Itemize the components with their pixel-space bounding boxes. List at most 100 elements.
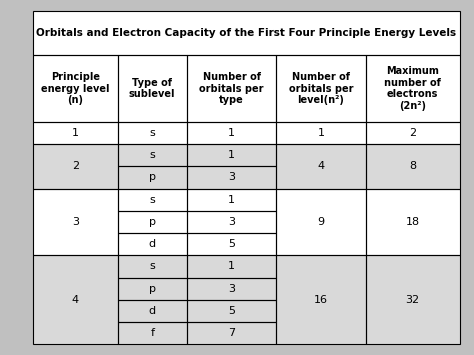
Bar bbox=[187, 255, 276, 278]
Text: s: s bbox=[149, 150, 155, 160]
Bar bbox=[118, 278, 187, 300]
Bar bbox=[118, 322, 187, 344]
Bar bbox=[187, 189, 276, 211]
Text: Maximum
number of
electrons
(2n²): Maximum number of electrons (2n²) bbox=[384, 66, 441, 111]
Bar bbox=[187, 211, 276, 233]
Bar bbox=[187, 122, 276, 144]
Text: 3: 3 bbox=[228, 284, 235, 294]
Text: p: p bbox=[149, 173, 156, 182]
Text: Number of
orbitals per
type: Number of orbitals per type bbox=[200, 72, 264, 105]
Bar bbox=[187, 255, 276, 278]
Bar bbox=[187, 278, 276, 300]
Bar bbox=[276, 189, 365, 255]
Bar bbox=[276, 144, 365, 189]
Bar bbox=[187, 233, 276, 255]
Text: s: s bbox=[149, 195, 155, 205]
Bar bbox=[187, 300, 276, 322]
Bar bbox=[365, 255, 460, 344]
Bar bbox=[365, 144, 460, 189]
Bar bbox=[365, 189, 460, 255]
Bar bbox=[365, 144, 460, 189]
Text: Orbitals and Electron Capacity of the First Four Principle Energy Levels: Orbitals and Electron Capacity of the Fi… bbox=[36, 28, 456, 38]
Bar bbox=[276, 55, 365, 122]
Bar bbox=[118, 55, 187, 122]
Bar bbox=[365, 122, 460, 144]
Bar bbox=[33, 122, 118, 144]
Text: f: f bbox=[150, 328, 154, 338]
Text: 4: 4 bbox=[72, 295, 79, 305]
Bar bbox=[276, 189, 365, 255]
Bar bbox=[365, 55, 460, 122]
Bar bbox=[187, 189, 276, 211]
Bar bbox=[118, 300, 187, 322]
Text: 8: 8 bbox=[409, 162, 416, 171]
Bar bbox=[118, 255, 187, 278]
Text: Type of
sublevel: Type of sublevel bbox=[129, 78, 175, 99]
Bar bbox=[276, 255, 365, 344]
Text: 4: 4 bbox=[317, 162, 324, 171]
Text: p: p bbox=[149, 284, 156, 294]
Bar bbox=[187, 166, 276, 189]
Text: 2: 2 bbox=[409, 128, 416, 138]
Bar bbox=[276, 144, 365, 189]
Text: s: s bbox=[149, 128, 155, 138]
Bar bbox=[118, 278, 187, 300]
Bar bbox=[118, 189, 187, 211]
Bar bbox=[118, 55, 187, 122]
Bar bbox=[276, 55, 365, 122]
Bar bbox=[118, 322, 187, 344]
Bar bbox=[33, 189, 118, 255]
Bar bbox=[365, 122, 460, 144]
Text: Number of
orbitals per
level(n²): Number of orbitals per level(n²) bbox=[289, 72, 353, 105]
Bar bbox=[187, 233, 276, 255]
Bar bbox=[187, 122, 276, 144]
Text: 3: 3 bbox=[228, 217, 235, 227]
Bar bbox=[33, 189, 118, 255]
Bar bbox=[33, 55, 118, 122]
Text: 5: 5 bbox=[228, 306, 235, 316]
Bar bbox=[187, 144, 276, 166]
Text: 1: 1 bbox=[318, 128, 324, 138]
Text: 7: 7 bbox=[228, 328, 235, 338]
Bar bbox=[118, 122, 187, 144]
Bar bbox=[33, 144, 118, 189]
Bar bbox=[118, 189, 187, 211]
Bar bbox=[33, 11, 460, 55]
Bar bbox=[187, 278, 276, 300]
Bar bbox=[187, 322, 276, 344]
Text: 3: 3 bbox=[228, 173, 235, 182]
Bar bbox=[33, 255, 118, 344]
Text: 1: 1 bbox=[228, 262, 235, 272]
Bar bbox=[118, 255, 187, 278]
Bar bbox=[33, 122, 118, 144]
Text: s: s bbox=[149, 262, 155, 272]
Text: 2: 2 bbox=[72, 162, 79, 171]
Bar bbox=[118, 233, 187, 255]
Bar bbox=[187, 322, 276, 344]
Bar bbox=[33, 55, 118, 122]
Bar bbox=[118, 300, 187, 322]
Text: 1: 1 bbox=[228, 128, 235, 138]
Bar bbox=[276, 122, 365, 144]
Bar bbox=[118, 211, 187, 233]
Text: 1: 1 bbox=[228, 195, 235, 205]
Text: 18: 18 bbox=[406, 217, 419, 227]
Text: p: p bbox=[149, 217, 156, 227]
Bar bbox=[187, 166, 276, 189]
Text: 5: 5 bbox=[228, 239, 235, 249]
Text: 16: 16 bbox=[314, 295, 328, 305]
Bar bbox=[33, 11, 460, 55]
Bar bbox=[118, 122, 187, 144]
Text: d: d bbox=[149, 306, 156, 316]
Bar bbox=[276, 255, 365, 344]
Bar bbox=[276, 122, 365, 144]
Bar bbox=[118, 166, 187, 189]
Text: 9: 9 bbox=[317, 217, 324, 227]
Bar bbox=[187, 55, 276, 122]
Bar bbox=[33, 255, 118, 344]
Bar bbox=[118, 144, 187, 166]
Text: 1: 1 bbox=[228, 150, 235, 160]
Bar bbox=[118, 233, 187, 255]
Bar bbox=[365, 189, 460, 255]
Text: 1: 1 bbox=[72, 128, 79, 138]
